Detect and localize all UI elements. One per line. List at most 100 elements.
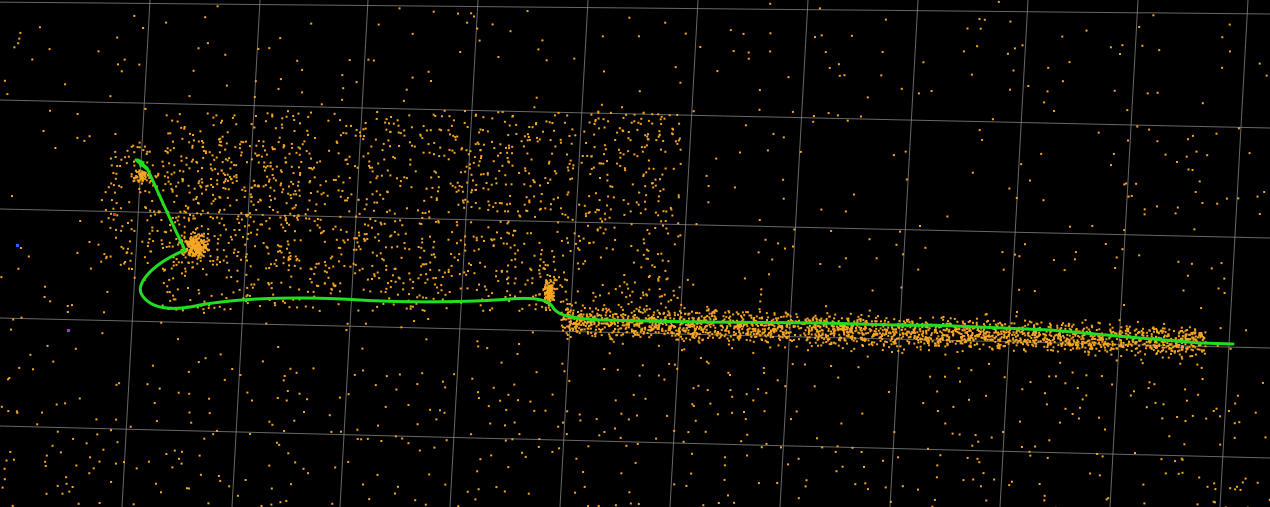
map-point [1013,333,1016,336]
map-point [313,272,316,275]
map-point [221,135,224,138]
map-point [1128,325,1131,328]
map-point [1092,337,1095,340]
map-point [625,296,628,299]
map-point [698,312,701,315]
map-point [195,197,198,200]
map-point [698,333,701,335]
map-point [981,138,984,141]
map-point [769,323,772,326]
map-point [153,210,156,213]
map-point [585,315,588,318]
map-point [151,200,154,202]
map-point [903,348,905,351]
map-point [1106,343,1109,346]
map-point [1089,335,1092,338]
map-point [1071,371,1074,374]
map-point [633,153,636,156]
map-point [515,132,518,135]
map-point [977,333,980,336]
map-point [469,150,472,153]
map-point [43,296,46,298]
map-point [387,139,390,142]
map-point [761,323,764,326]
map-point [169,299,172,302]
map-point [1229,50,1231,53]
map-point [474,202,477,204]
map-point [518,309,521,312]
map-point [651,322,654,325]
map-point [723,318,726,321]
map-point [690,333,693,336]
map-point [861,412,864,415]
map-point [647,138,650,141]
map-point [613,226,616,229]
map-point [348,210,351,213]
map-point [1091,338,1093,341]
map-point [660,252,663,255]
map-point [1042,199,1045,202]
map-point [486,347,489,350]
map-point [76,113,79,115]
map-point [834,329,837,332]
map-point [843,331,846,334]
map-point [876,333,879,336]
map-point [1048,333,1051,336]
map-point [1136,347,1139,350]
map-point [609,185,612,188]
map-point [216,242,219,245]
map-point [898,320,901,322]
map-point [126,149,129,152]
map-point [385,268,388,271]
map-point [1162,349,1165,352]
map-point [1180,346,1183,349]
map-point [919,225,921,227]
map-point [693,324,696,327]
map-point [922,402,925,405]
map-point [772,336,774,338]
map-point [389,174,392,177]
map-point [700,329,703,331]
map-point [608,333,611,336]
map-point [626,322,629,325]
map-point [645,144,648,147]
map-point [946,335,949,338]
map-point [314,266,317,269]
map-point [699,325,701,328]
map-point [413,145,416,148]
map-point [208,412,211,415]
map-point [255,233,258,236]
map-point [511,145,514,148]
map-point [1005,336,1008,338]
map-point [188,191,191,194]
map-point [961,350,964,353]
map-point [846,319,849,321]
map-point [1180,457,1183,460]
map-point [354,165,356,168]
map-point [775,319,778,322]
map-point [683,307,686,310]
map-point [691,403,694,406]
map-point [1052,259,1055,262]
map-point [473,156,476,159]
map-point [1161,349,1163,352]
map-point [509,246,512,249]
map-point [735,311,738,314]
map-point [745,332,748,335]
map-point [930,337,933,340]
map-point [975,317,978,320]
map-point [1156,344,1159,347]
map-point [272,209,275,211]
map-point [223,308,226,311]
map-point [189,252,192,255]
map-point [216,183,219,186]
map-point [684,32,687,35]
map-point [375,254,378,257]
map-point [549,275,551,277]
map-point [901,332,904,334]
map-point [766,149,769,152]
map-point [190,236,193,239]
map-point [606,322,609,325]
